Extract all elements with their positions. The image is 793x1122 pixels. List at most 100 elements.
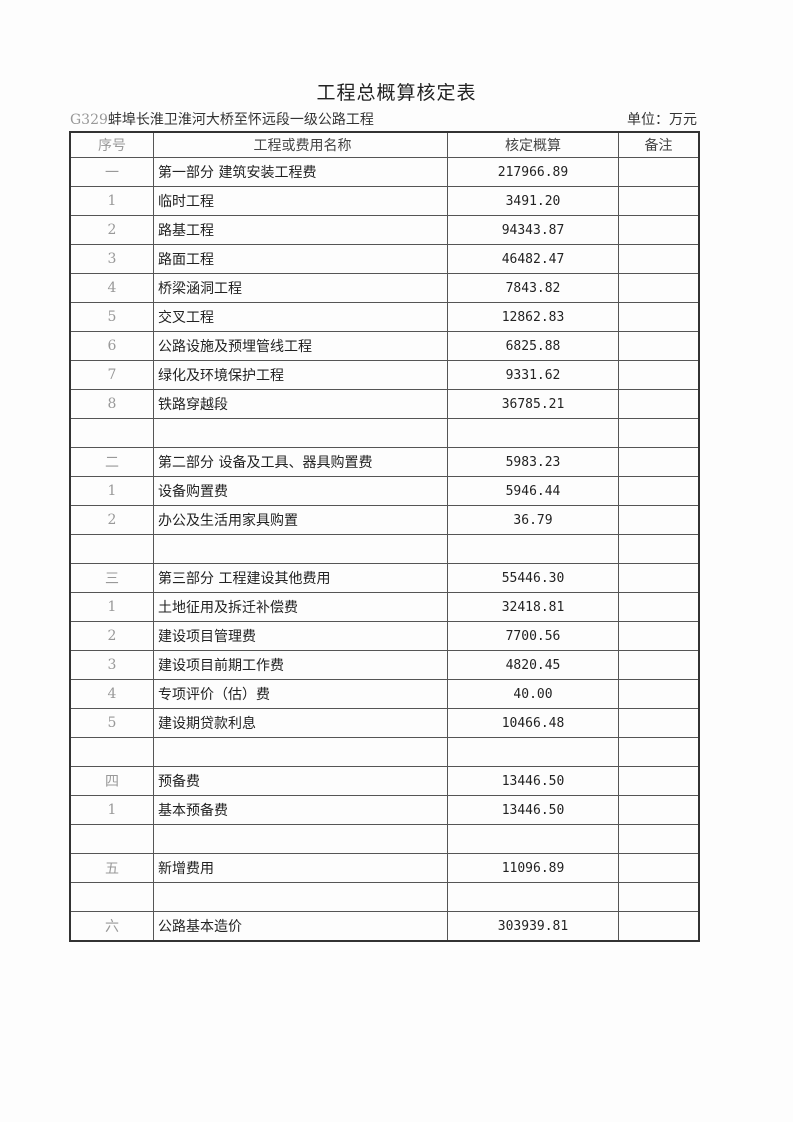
table-row: 5 建设期贷款利息 10466.48 [69, 708, 700, 738]
cell-seq: 三 [69, 563, 154, 593]
cell-note [618, 418, 700, 448]
cell-seq: 二 [69, 447, 154, 477]
cell-name: 公路设施及预埋管线工程 [153, 331, 448, 361]
cell-note [618, 302, 700, 332]
cell-name: 第二部分 设备及工具、器具购置费 [153, 447, 448, 477]
cell-name: 预备费 [153, 766, 448, 796]
cell-name [153, 824, 448, 854]
cell-name: 第三部分 工程建设其他费用 [153, 563, 448, 593]
cell-amount [447, 882, 619, 912]
header-note: 备注 [618, 131, 700, 158]
cell-note [618, 766, 700, 796]
cell-name: 桥梁涵洞工程 [153, 273, 448, 303]
cell-note [618, 824, 700, 854]
cell-amount: 10466.48 [447, 708, 619, 738]
cell-seq: 4 [69, 679, 154, 709]
cell-amount: 12862.83 [447, 302, 619, 332]
cell-note [618, 795, 700, 825]
cell-name [153, 737, 448, 767]
cell-seq: 3 [69, 244, 154, 274]
cell-name: 铁路穿越段 [153, 389, 448, 419]
cell-note [618, 563, 700, 593]
cell-seq: 1 [69, 476, 154, 506]
header-seq: 序号 [69, 131, 154, 158]
table-row: 1 临时工程 3491.20 [69, 186, 700, 216]
cell-note [618, 737, 700, 767]
cell-name [153, 882, 448, 912]
cell-amount: 36785.21 [447, 389, 619, 419]
cell-name: 新增费用 [153, 853, 448, 883]
cell-note [618, 911, 700, 942]
cell-note [618, 273, 700, 303]
table-row: 7 绿化及环境保护工程 9331.62 [69, 360, 700, 390]
cell-note [618, 882, 700, 912]
unit-label: 单位：万元 [627, 112, 697, 128]
cell-name: 建设项目管理费 [153, 621, 448, 651]
cell-name: 土地征用及拆迁补偿费 [153, 592, 448, 622]
cell-seq: 3 [69, 650, 154, 680]
table-row: 四预备费 13446.50 [69, 766, 700, 796]
project-code: G329 [70, 112, 108, 128]
cell-seq: 六 [69, 911, 154, 942]
cell-amount: 217966.89 [447, 157, 619, 187]
cell-seq: 6 [69, 331, 154, 361]
cell-seq [69, 882, 154, 912]
cell-seq: 5 [69, 302, 154, 332]
cell-amount: 13446.50 [447, 766, 619, 796]
table-row: 3 建设项目前期工作费 4820.45 [69, 650, 700, 680]
cell-seq: 2 [69, 621, 154, 651]
table-row: 一第一部分 建筑安装工程费 217966.89 [69, 157, 700, 187]
cell-amount: 40.00 [447, 679, 619, 709]
cell-seq [69, 824, 154, 854]
table-row [69, 418, 700, 448]
table-row: 三第三部分 工程建设其他费用 55446.30 [69, 563, 700, 593]
cell-note [618, 621, 700, 651]
table-row: 二第二部分 设备及工具、器具购置费 5983.23 [69, 447, 700, 477]
cell-amount [447, 737, 619, 767]
cell-seq: 4 [69, 273, 154, 303]
cell-name: 建设期贷款利息 [153, 708, 448, 738]
table-row: 5 交叉工程 12862.83 [69, 302, 700, 332]
cell-amount: 3491.20 [447, 186, 619, 216]
table-row: 4 专项评价（估）费 40.00 [69, 679, 700, 709]
budget-table: 序号 工程或费用名称 核定概算 备注 一第一部分 建筑安装工程费 217966.8… [69, 131, 700, 942]
cell-name: 基本预备费 [153, 795, 448, 825]
table-row: 3 路面工程 46482.47 [69, 244, 700, 274]
cell-name: 办公及生活用家具购置 [153, 505, 448, 535]
cell-name: 建设项目前期工作费 [153, 650, 448, 680]
table-row: 2 路基工程 94343.87 [69, 215, 700, 245]
cell-seq: 8 [69, 389, 154, 419]
cell-amount: 11096.89 [447, 853, 619, 883]
cell-amount: 55446.30 [447, 563, 619, 593]
cell-name: 交叉工程 [153, 302, 448, 332]
cell-note [618, 708, 700, 738]
cell-note [618, 534, 700, 564]
cell-name: 专项评价（估）费 [153, 679, 448, 709]
cell-name: 绿化及环境保护工程 [153, 360, 448, 390]
cell-note [618, 505, 700, 535]
table-row: 1 基本预备费 13446.50 [69, 795, 700, 825]
table-row: 五新增费用 11096.89 [69, 853, 700, 883]
cell-seq: 2 [69, 505, 154, 535]
cell-note [618, 360, 700, 390]
cell-note [618, 244, 700, 274]
cell-note [618, 650, 700, 680]
cell-amount: 4820.45 [447, 650, 619, 680]
table-row [69, 737, 700, 767]
cell-amount: 94343.87 [447, 215, 619, 245]
cell-amount: 46482.47 [447, 244, 619, 274]
cell-amount: 303939.81 [447, 911, 619, 942]
cell-note [618, 331, 700, 361]
cell-name: 第一部分 建筑安装工程费 [153, 157, 448, 187]
cell-note [618, 215, 700, 245]
table-row: 1 土地征用及拆迁补偿费 32418.81 [69, 592, 700, 622]
cell-amount: 7843.82 [447, 273, 619, 303]
cell-note [618, 186, 700, 216]
cell-amount: 13446.50 [447, 795, 619, 825]
project-name: 蚌埠长淮卫淮河大桥至怀远段一级公路工程 [107, 112, 374, 128]
table-row [69, 824, 700, 854]
cell-note [618, 389, 700, 419]
cell-note [618, 157, 700, 187]
cell-seq: 一 [69, 157, 154, 187]
